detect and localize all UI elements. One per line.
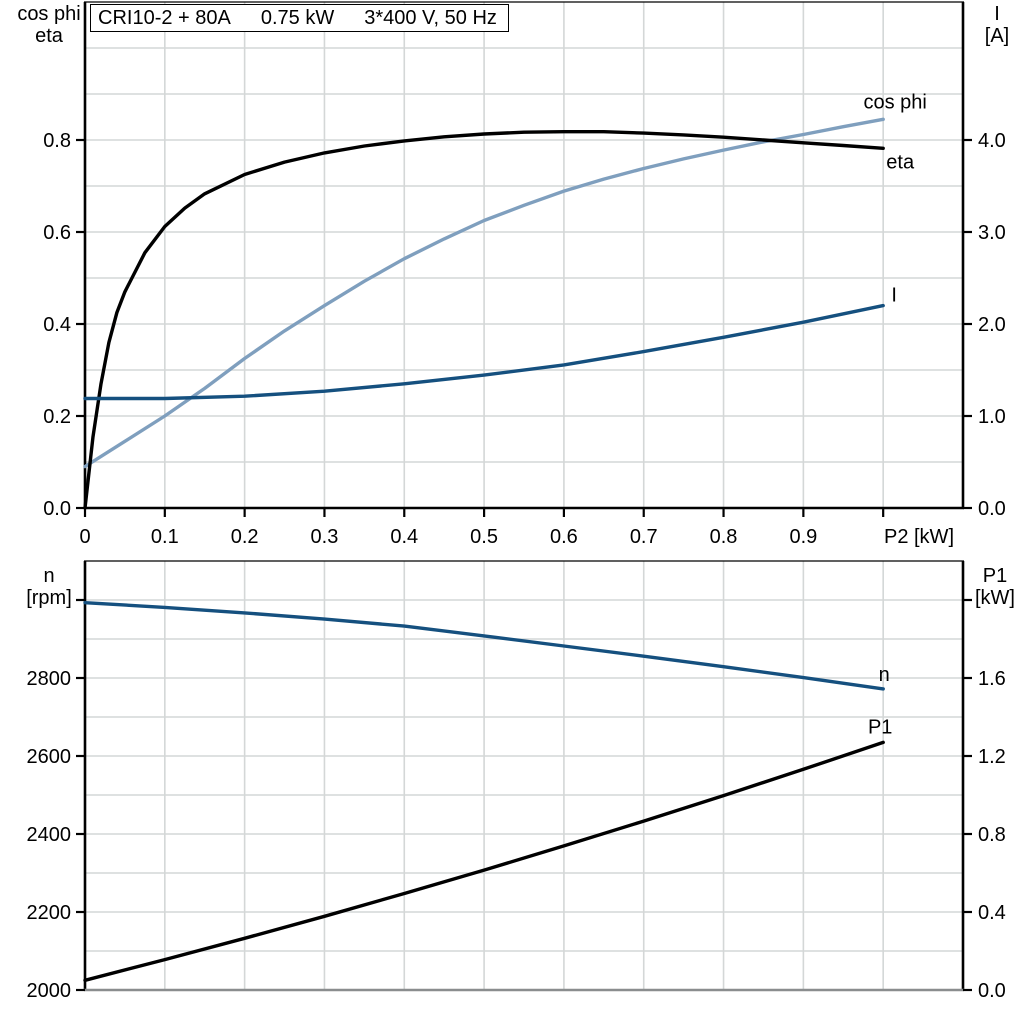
motor-speed-power-chart: 200022002400260028000.00.40.81.21.6n[rpm…	[26, 560, 1015, 1002]
right-axis-title: [kW]	[975, 587, 1015, 609]
cos-phi-curve-label: cos phi	[863, 91, 926, 113]
left-tick-label: 2600	[27, 746, 72, 768]
x-axis-title: P2 [kW]	[884, 526, 954, 548]
left-axis-title: cos phi	[17, 3, 80, 25]
chart-title-box: CRI10-2 + 80A 0.75 kW 3*400 V, 50 Hz	[90, 4, 509, 32]
eta-curve-label: eta	[886, 151, 915, 173]
right-tick-label: 3.0	[978, 222, 1006, 244]
right-tick-label: 0.0	[978, 498, 1006, 520]
left-axis-title: eta	[35, 25, 64, 47]
pump-model-label: CRI10-2 + 80A	[98, 6, 231, 29]
left-tick-label: 2000	[27, 980, 72, 1002]
motor-power-label: 0.75 kW	[260, 6, 335, 29]
eta-curve	[83, 129, 885, 510]
x-tick-label: 0.4	[390, 526, 418, 548]
right-tick-label: 4.0	[978, 130, 1006, 152]
x-tick-label: 0.5	[470, 526, 498, 548]
gridlines	[85, 561, 963, 990]
left-axis-title: n	[43, 565, 54, 587]
left-tick-label: 2800	[27, 668, 72, 690]
left-tick-label: 0.0	[43, 498, 71, 520]
left-tick-label: 2400	[27, 824, 72, 846]
speed-curve	[83, 601, 885, 691]
x-tick-label: 0.3	[311, 526, 339, 548]
motor-electrical-chart: 0.0 0.2 0.4 0.6 0.8 0.0 1.0 2.0 3.0 4.0 0 0.1 0.2 0.3…	[17, 1, 1009, 548]
x-tick-label: 0.7	[630, 526, 658, 548]
left-tick-label: 0.4	[43, 314, 71, 336]
x-tick-label: 0.8	[710, 526, 738, 548]
speed-curve-label: n	[879, 664, 890, 686]
x-tick-label: 0.6	[550, 526, 578, 548]
cos-phi-curve	[83, 117, 885, 469]
gridlines	[85, 2, 963, 508]
current-curve-label: I	[891, 285, 897, 307]
p1-curve-label: P1	[868, 716, 892, 738]
right-tick-label: 2.0	[978, 314, 1006, 336]
right-axis-title: P1	[983, 565, 1007, 587]
right-tick-label: 0.0	[978, 980, 1006, 1002]
right-axis-title: I	[994, 3, 1000, 25]
left-tick-label: 0.8	[43, 130, 71, 152]
left-axis-title: [rpm]	[26, 587, 72, 609]
right-tick-label: 0.8	[978, 824, 1006, 846]
current-curve	[83, 303, 885, 401]
x-tick-label: 0.1	[151, 526, 179, 548]
supply-voltage-label: 3*400 V, 50 Hz	[364, 6, 497, 29]
right-tick-label: 1.2	[978, 746, 1006, 768]
right-axis-title: [A]	[985, 25, 1009, 47]
x-tick-label: 0.9	[789, 526, 817, 548]
x-tick-label: 0.2	[231, 526, 259, 548]
right-tick-label: 0.4	[978, 902, 1006, 924]
left-tick-label: 0.2	[43, 406, 71, 428]
left-tick-label: 2200	[27, 902, 72, 924]
right-tick-label: 1.6	[978, 668, 1006, 690]
left-tick-label: 0.6	[43, 222, 71, 244]
x-tick-label: 0	[79, 526, 90, 548]
p1-curve	[83, 740, 885, 982]
right-tick-label: 1.0	[978, 406, 1006, 428]
